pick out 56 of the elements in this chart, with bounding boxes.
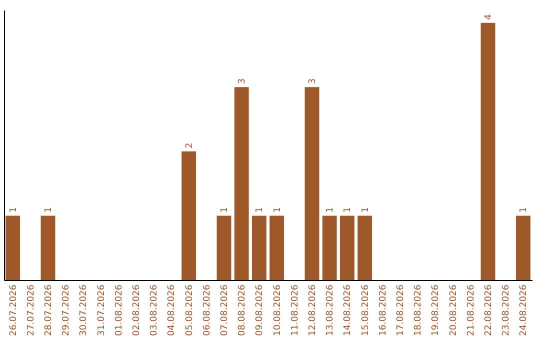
x-tick-label: 31.07.2026 [96, 284, 107, 336]
x-tick-label: 29.07.2026 [62, 284, 72, 336]
bar [270, 216, 284, 280]
bar [234, 87, 249, 280]
x-tick-label: 07.08.2026 [220, 284, 230, 336]
x-tick-label: 05.08.2026 [184, 284, 195, 336]
x-tick-label: 03.08.2026 [150, 284, 160, 336]
data-label: 3 [308, 78, 318, 84]
x-tick-label: 04.08.2026 [167, 284, 178, 336]
bar [480, 22, 496, 280]
data-label: 1 [220, 206, 230, 213]
x-tick-label: 02.08.2026 [132, 284, 142, 336]
x-tick-label: 30.07.2026 [79, 284, 90, 336]
data-label: 1 [343, 206, 354, 213]
x-tick-label: 16.08.2026 [378, 284, 388, 336]
x-tick-label: 24.08.2026 [519, 284, 530, 336]
data-label: 1 [326, 206, 336, 213]
bar [216, 216, 232, 280]
data-label: 1 [255, 206, 266, 213]
x-tick-label: 13.08.2026 [326, 284, 336, 336]
data-label: 2 [184, 142, 195, 148]
x-tick-label: 01.08.2026 [114, 284, 124, 336]
bar [40, 216, 56, 280]
bar [182, 151, 196, 280]
x-tick-label: 08.08.2026 [238, 284, 248, 336]
x-tick-label: 19.08.2026 [431, 284, 442, 336]
x-tick-label: 11.08.2026 [290, 284, 300, 336]
bar [6, 216, 20, 280]
data-label: 3 [238, 78, 248, 84]
data-label: 1 [8, 206, 19, 213]
data-label: 1 [519, 206, 530, 213]
bar [516, 216, 530, 280]
bar [304, 87, 320, 280]
x-tick-label: 23.08.2026 [502, 284, 512, 336]
data-label: 1 [44, 206, 54, 213]
x-tick-label: 20.08.2026 [448, 284, 459, 336]
x-tick-label: 17.08.2026 [396, 284, 406, 336]
x-tick-label: 28.07.2026 [44, 284, 54, 336]
bar [252, 216, 266, 280]
x-tick-label: 26.07.2026 [8, 284, 19, 336]
x-tick-label: 22.08.2026 [484, 284, 494, 336]
data-label: 1 [272, 206, 283, 213]
x-tick-label: 18.08.2026 [414, 284, 424, 336]
x-tick-label: 12.08.2026 [308, 284, 318, 336]
x-tick-label: 06.08.2026 [202, 284, 212, 336]
bar [322, 216, 337, 280]
bar [340, 216, 354, 280]
x-tick-label: 09.08.2026 [255, 284, 266, 336]
data-label: 4 [484, 14, 494, 20]
x-tick-label: 21.08.2026 [466, 284, 476, 336]
bar [358, 216, 372, 280]
x-tick-label: 14.08.2026 [343, 284, 354, 336]
x-tick-label: 27.07.2026 [26, 284, 36, 336]
x-tick-label: 15.08.2026 [360, 284, 371, 336]
data-label: 1 [360, 206, 371, 213]
x-tick-label: 10.08.2026 [272, 284, 283, 336]
